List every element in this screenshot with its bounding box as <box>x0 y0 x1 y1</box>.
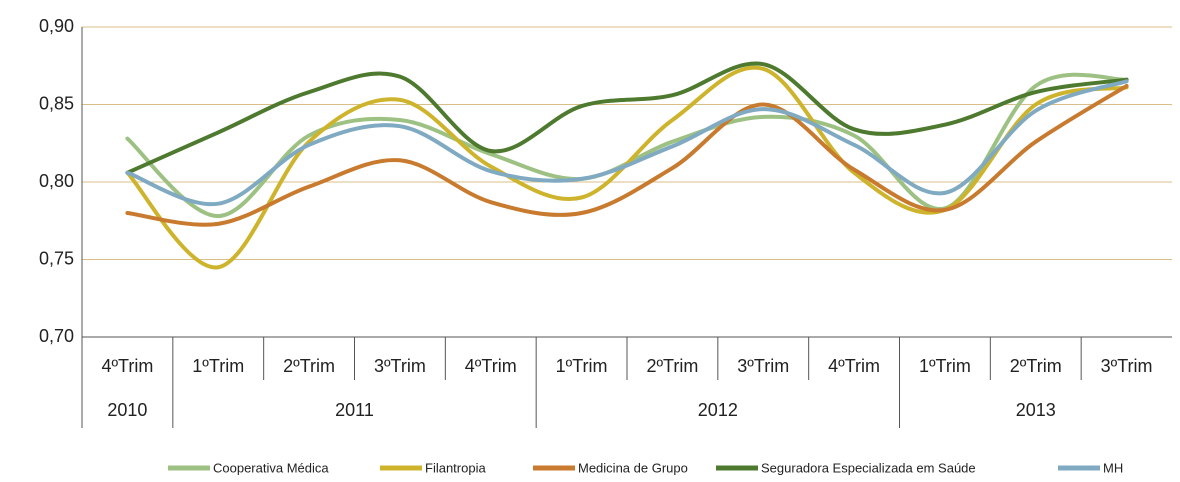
x-tick-label: 2ºTrim <box>646 356 698 376</box>
group-label: 2010 <box>107 400 147 420</box>
legend-label: Filantropia <box>425 460 486 475</box>
y-tick-label: 0,85 <box>39 93 74 113</box>
x-tick-label: 3ºTrim <box>737 356 789 376</box>
group-label: 2012 <box>698 400 738 420</box>
legend-label: Cooperativa Médica <box>213 460 329 475</box>
legend-label: MH <box>1103 460 1123 475</box>
y-tick-label: 0,90 <box>39 16 74 36</box>
y-tick-label: 0,70 <box>39 326 74 346</box>
x-tick-label: 1ºTrim <box>919 356 971 376</box>
legend-label: Seguradora Especializada em Saúde <box>761 460 976 475</box>
y-tick-label: 0,80 <box>39 171 74 191</box>
group-label: 2011 <box>335 400 374 420</box>
legend-label: Medicina de Grupo <box>578 460 688 475</box>
x-tick-label: 3ºTrim <box>374 356 426 376</box>
x-tick-label: 4ºTrim <box>465 356 517 376</box>
group-label: 2013 <box>1016 400 1056 420</box>
x-tick-label: 4ºTrim <box>101 356 153 376</box>
y-tick-label: 0,75 <box>39 248 74 268</box>
x-tick-label: 2ºTrim <box>1010 356 1062 376</box>
x-tick-label: 1ºTrim <box>556 356 608 376</box>
series-line <box>125 61 1129 175</box>
x-tick-label: 2ºTrim <box>283 356 335 376</box>
x-tick-label: 3ºTrim <box>1101 356 1153 376</box>
x-tick-label: 4ºTrim <box>828 356 880 376</box>
x-tick-label: 1ºTrim <box>192 356 244 376</box>
series-line <box>125 83 1129 227</box>
series-line <box>125 79 1129 207</box>
